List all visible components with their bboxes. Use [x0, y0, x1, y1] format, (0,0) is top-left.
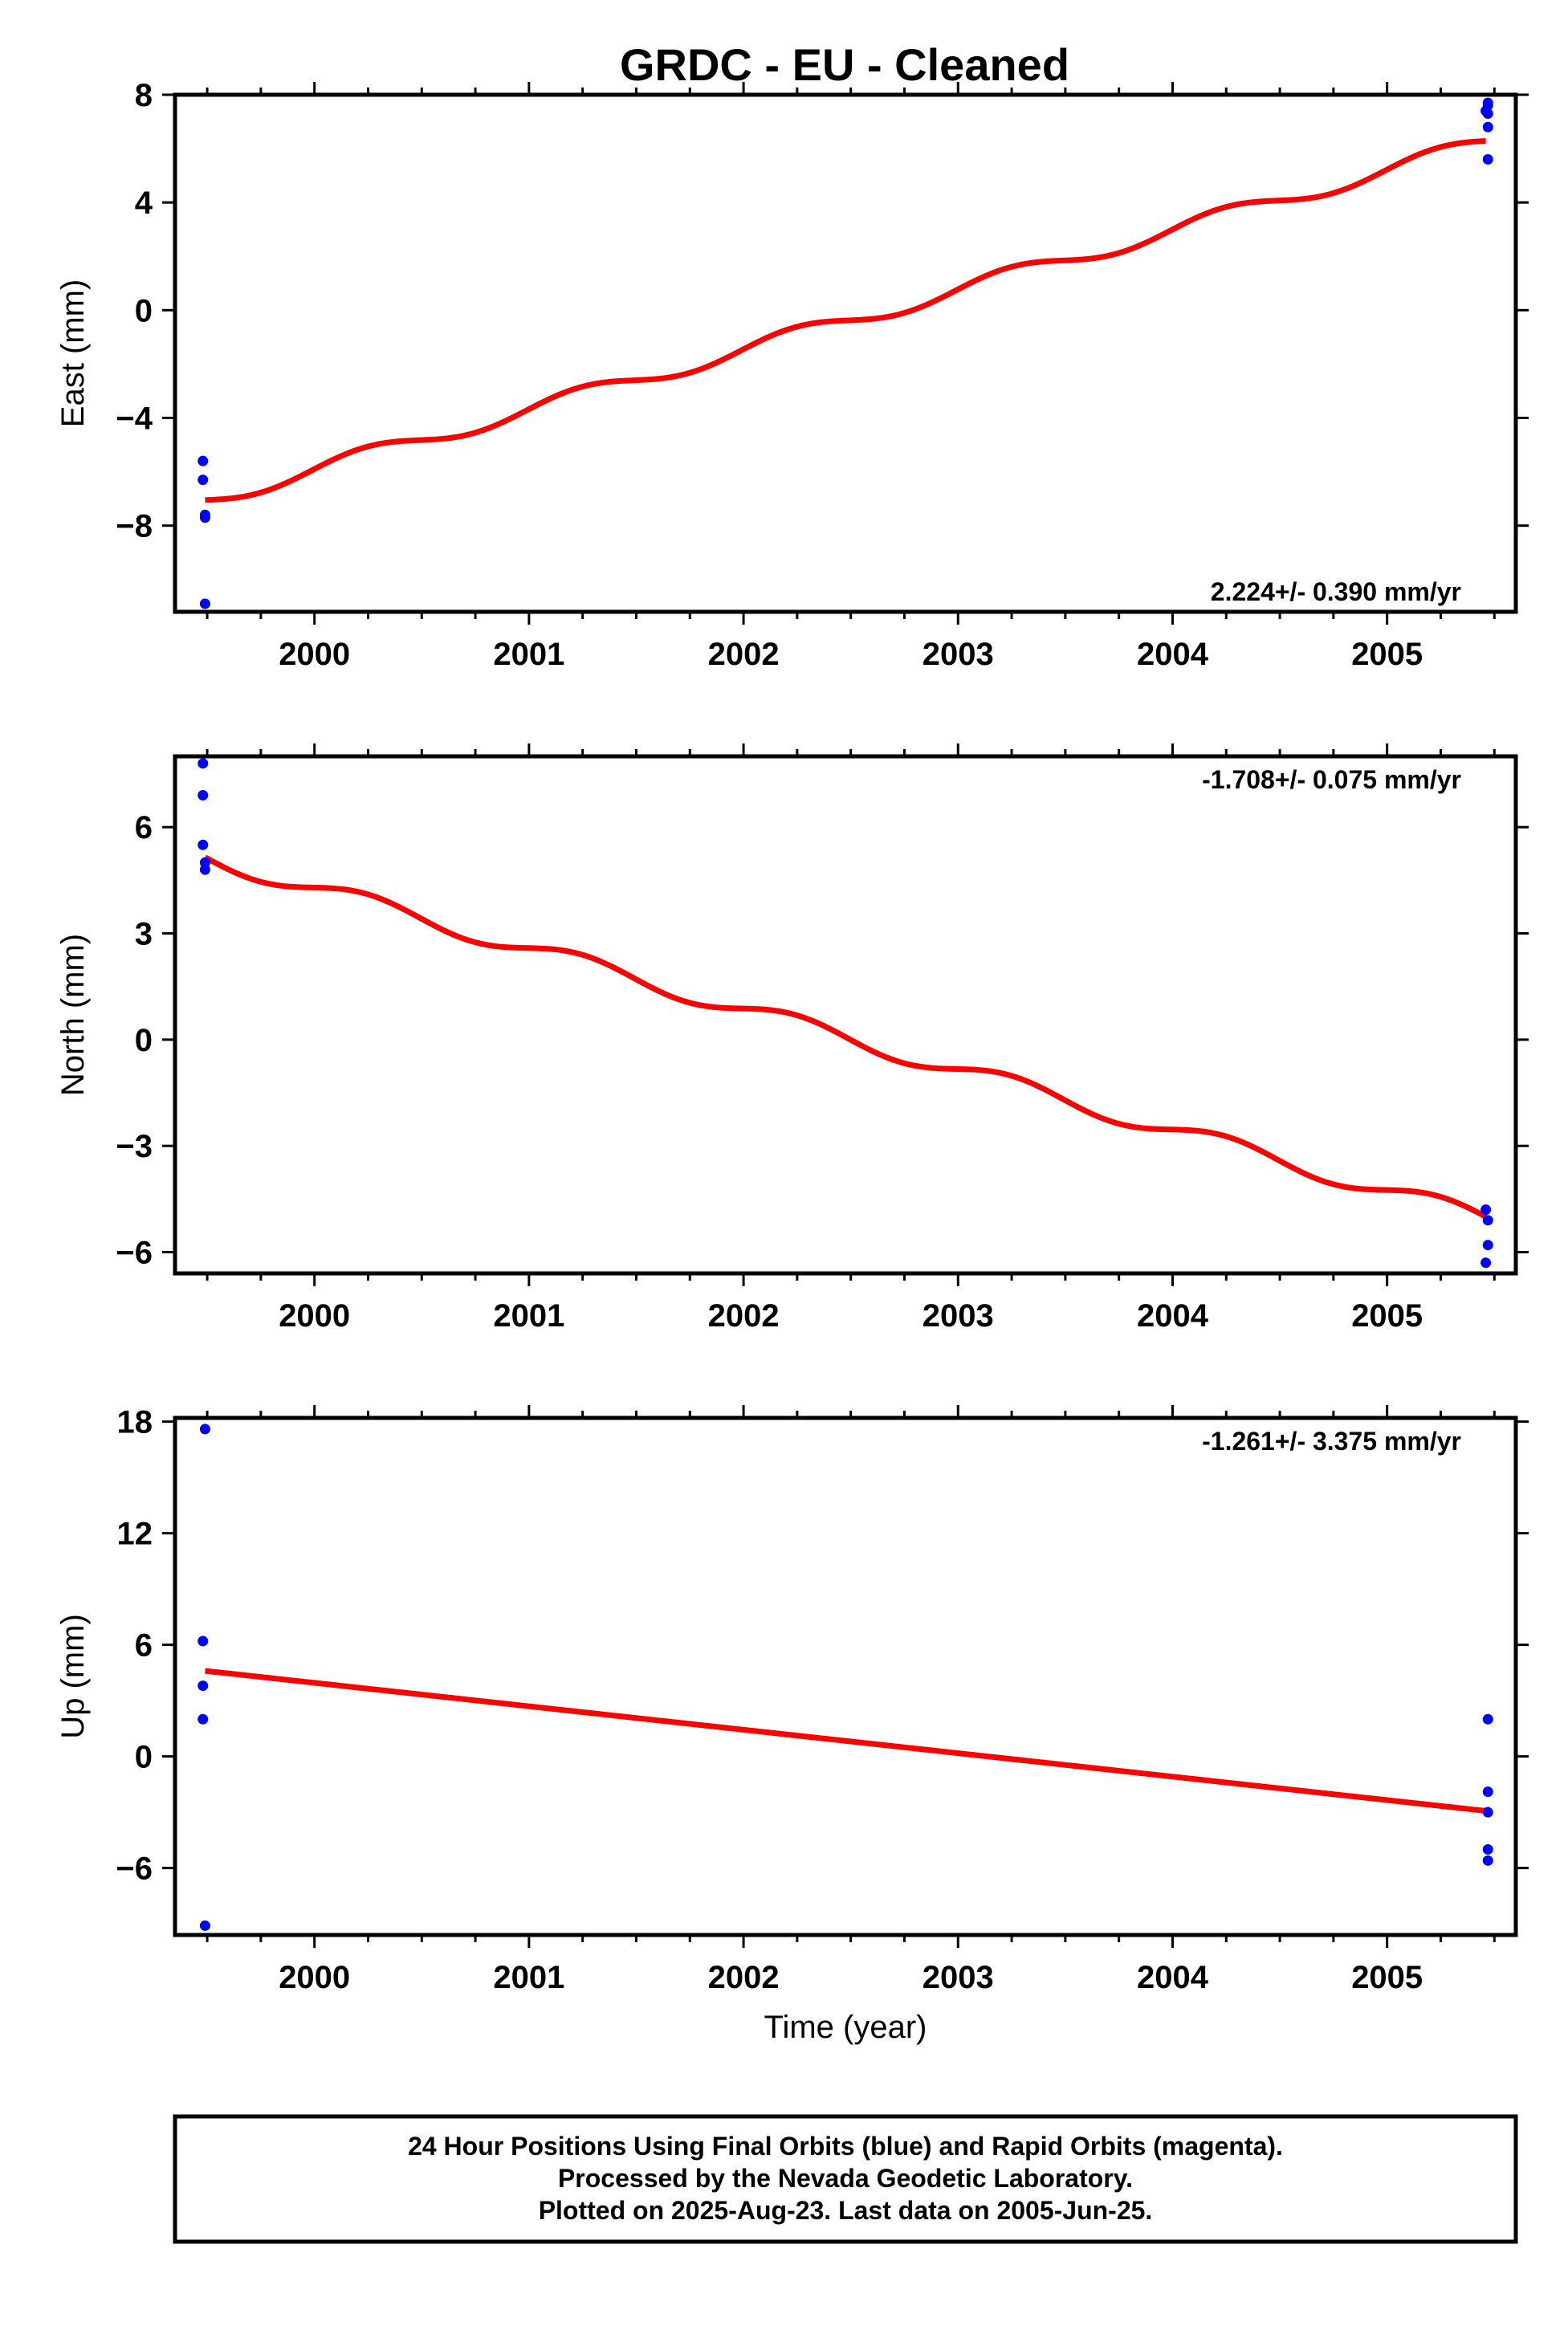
data-point — [198, 1713, 209, 1725]
data-point — [1482, 154, 1493, 165]
data-point — [198, 475, 209, 486]
plot-frame — [173, 92, 1518, 614]
x-tick-label: 2004 — [1137, 1298, 1209, 1334]
y-tick-label: −4 — [116, 401, 153, 437]
x-axis-label: Time (year) — [764, 2010, 927, 2045]
x-tick-label: 2000 — [279, 1298, 350, 1334]
y-tick-label: 8 — [135, 78, 153, 113]
rate-label: 2.224+/- 0.390 mm/yr — [1211, 577, 1461, 606]
y-axis-label: North (mm) — [55, 934, 91, 1096]
model-line — [204, 138, 1487, 503]
x-tick-label: 2000 — [279, 1960, 350, 1995]
data-point — [1482, 108, 1493, 119]
data-point — [198, 790, 209, 801]
x-tick-label: 2001 — [493, 1960, 564, 1995]
x-tick-label: 2004 — [1137, 637, 1209, 672]
data-point — [1482, 1786, 1493, 1798]
y-tick-label: 6 — [135, 1628, 153, 1664]
y-axis-label: Up (mm) — [55, 1614, 91, 1739]
model-line — [204, 1668, 1487, 1814]
plot-frame — [173, 754, 1518, 1276]
x-tick-label: 2004 — [1137, 1960, 1209, 1995]
y-tick-label: 4 — [135, 185, 153, 221]
footer-frame — [173, 2114, 1518, 2244]
x-tick-label: 2001 — [493, 1298, 564, 1334]
x-tick-label: 2001 — [493, 637, 564, 672]
x-tick-label: 2000 — [279, 637, 350, 672]
y-tick-label: −3 — [116, 1129, 153, 1164]
y-axis-label: East (mm) — [55, 279, 91, 427]
data-point — [198, 455, 209, 466]
x-tick-label: 2003 — [922, 637, 994, 672]
y-tick-label: −6 — [116, 1851, 153, 1887]
data-point — [199, 1424, 210, 1435]
model-line — [203, 854, 1488, 1220]
data-point — [1482, 121, 1493, 132]
footer-line-2: Processed by the Nevada Geodetic Laborat… — [558, 2164, 1133, 2193]
x-tick-label: 2005 — [1351, 1960, 1423, 1995]
y-tick-label: 6 — [135, 810, 153, 845]
data-point — [1482, 1215, 1493, 1226]
x-tick-label: 2005 — [1351, 1298, 1423, 1334]
data-point — [1482, 1843, 1493, 1855]
y-tick-label: 12 — [117, 1517, 153, 1552]
rate-label: -1.708+/- 0.075 mm/yr — [1202, 765, 1461, 794]
data-point — [1480, 1204, 1492, 1216]
data-point — [199, 1920, 210, 1931]
data-point — [198, 758, 209, 769]
data-point — [1480, 1257, 1492, 1269]
y-tick-label: −8 — [116, 509, 153, 544]
x-tick-label: 2002 — [708, 637, 780, 672]
y-tick-label: 3 — [135, 917, 153, 952]
panel-up: 2000 2001 2002 2003 2004 2005 18 12 6 0 −6 Up (mm) T… — [55, 1405, 1529, 2045]
data-point — [1482, 1713, 1493, 1725]
y-tick-label: 0 — [135, 293, 153, 328]
x-tick-label: 2002 — [708, 1960, 780, 1995]
x-tick-label: 2003 — [922, 1298, 994, 1334]
y-tick-label: 0 — [135, 1023, 153, 1058]
rate-label: -1.261+/- 3.375 mm/yr — [1202, 1427, 1461, 1456]
data-point — [199, 864, 210, 875]
data-point — [199, 598, 210, 609]
footer-line-3: Plotted on 2025-Aug-23. Last data on 200… — [539, 2196, 1153, 2225]
data-point — [1482, 1807, 1493, 1818]
data-point — [198, 1635, 209, 1647]
plot-frame — [173, 1416, 1518, 1937]
data-point — [1482, 97, 1493, 108]
panel-east: 2000 2001 2002 2003 2004 2005 8 4 0 −4 −8 East (mm)… — [55, 78, 1529, 672]
y-tick-label: −6 — [116, 1236, 153, 1271]
data-point — [1482, 1240, 1493, 1251]
y-tick-label: 18 — [117, 1405, 153, 1440]
panels: 2000 2001 2002 2003 2004 2005 8 4 0 −4 −8 East (mm)… — [55, 78, 1529, 2045]
data-point — [198, 1680, 209, 1692]
data-point — [199, 512, 210, 523]
x-tick-label: 2002 — [708, 1298, 780, 1334]
chart-title: GRDC - EU - Cleaned — [620, 39, 1069, 90]
data-point — [198, 839, 209, 850]
x-tick-label: 2005 — [1351, 637, 1423, 672]
footer-line-1: 24 Hour Positions Using Final Orbits (bl… — [408, 2132, 1283, 2161]
x-tick-label: 2003 — [922, 1960, 994, 1995]
y-tick-label: 0 — [135, 1740, 153, 1775]
data-point — [1482, 1855, 1493, 1866]
panel-north: 2000 2001 2002 2003 2004 2005 6 3 0 −3 −6 North (mm… — [55, 743, 1529, 1334]
footer-box: 24 Hour Positions Using Final Orbits (bl… — [173, 2114, 1518, 2244]
